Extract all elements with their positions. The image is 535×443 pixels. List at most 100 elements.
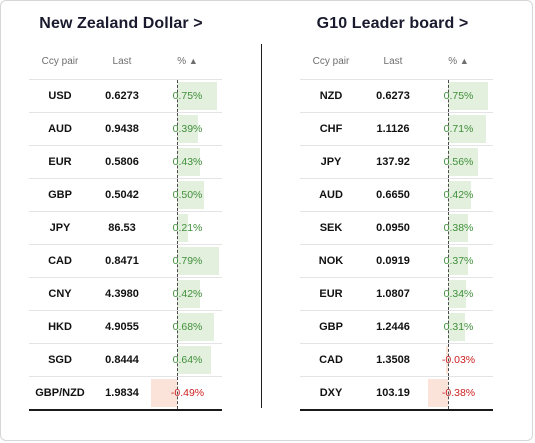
zero-line [177, 311, 178, 343]
pct-change-value: -0.49% [170, 387, 205, 399]
zero-line [448, 344, 449, 376]
negative-change-bar [150, 379, 177, 407]
panel-divider [261, 44, 262, 408]
pct-change-value: 0.75% [172, 90, 203, 102]
last-price-cell: 1.2446 [362, 310, 424, 344]
col-header-pct[interactable]: % ▲ [153, 44, 222, 80]
ccy-pair-cell: CHF [300, 112, 362, 146]
ccy-pair-cell: GBP [300, 310, 362, 344]
nzd-table: Ccy pair Last % ▲ USD 0.6273 0.75% AUD 0.943… [29, 44, 222, 411]
table-row[interactable]: EUR 1.0807 0.34% [300, 277, 493, 311]
ccy-pair-cell: USD [29, 79, 91, 113]
last-price-cell: 0.8471 [91, 244, 153, 278]
positive-change-bar [177, 181, 204, 209]
ccy-pair-cell: AUD [29, 112, 91, 146]
zero-line [177, 245, 178, 277]
last-price-cell: 0.0919 [362, 244, 424, 278]
table-row[interactable]: JPY 86.53 0.21% [29, 211, 222, 245]
last-price-cell: 0.6273 [91, 79, 153, 113]
pct-change-cell: 0.31% [424, 310, 493, 344]
pct-change-value: 0.79% [172, 255, 203, 267]
last-price-cell: 4.3980 [91, 277, 153, 311]
table-row[interactable]: NZD 0.6273 0.75% [300, 79, 493, 113]
pct-change-cell: 0.56% [424, 145, 493, 179]
positive-change-bar [177, 313, 214, 341]
last-price-cell: 103.19 [362, 376, 424, 411]
last-price-cell: 0.6650 [362, 178, 424, 212]
table-row[interactable]: EUR 0.5806 0.43% [29, 145, 222, 179]
ccy-pair-cell: CAD [300, 343, 362, 377]
zero-line [177, 344, 178, 376]
sort-ascending-icon: ▲ [459, 56, 469, 66]
col-header-last[interactable]: Last [362, 44, 424, 80]
zero-line [448, 179, 449, 211]
pct-change-cell: -0.03% [424, 343, 493, 377]
table-row[interactable]: CNY 4.3980 0.42% [29, 277, 222, 311]
g10-table: Ccy pair Last % ▲ NZD 0.6273 0.75% CHF 1.112… [300, 44, 493, 411]
zero-line [177, 80, 178, 112]
positive-change-bar [448, 82, 489, 110]
table-row[interactable]: CAD 0.8471 0.79% [29, 244, 222, 278]
positive-change-bar [448, 115, 487, 143]
table-row[interactable]: GBP 0.5042 0.50% [29, 178, 222, 212]
negative-change-bar [446, 346, 448, 374]
ccy-pair-cell: EUR [300, 277, 362, 311]
ccy-pair-cell: GBP/NZD [29, 376, 91, 411]
last-price-cell: 0.9438 [91, 112, 153, 146]
pct-change-cell: 0.43% [153, 145, 222, 179]
last-price-cell: 1.9834 [91, 376, 153, 411]
table-row[interactable]: JPY 137.92 0.56% [300, 145, 493, 179]
last-price-cell: 1.0807 [362, 277, 424, 311]
zero-line [448, 146, 449, 178]
last-price-cell: 0.6273 [362, 79, 424, 113]
col-header-pair[interactable]: Ccy pair [29, 44, 91, 80]
pct-change-cell: 0.42% [153, 277, 222, 311]
table-row[interactable]: GBP 1.2446 0.31% [300, 310, 493, 344]
ccy-pair-cell: CAD [29, 244, 91, 278]
table-row[interactable]: SEK 0.0950 0.38% [300, 211, 493, 245]
pct-change-cell: 0.75% [424, 79, 493, 113]
table-row[interactable]: HKD 4.9055 0.68% [29, 310, 222, 344]
last-price-cell: 1.1126 [362, 112, 424, 146]
table-row[interactable]: AUD 0.6650 0.42% [300, 178, 493, 212]
col-header-last[interactable]: Last [91, 44, 153, 80]
ccy-pair-cell: DXY [300, 376, 362, 411]
nzd-panel-title[interactable]: New Zealand Dollar > [39, 15, 203, 32]
positive-change-bar [177, 346, 212, 374]
table-row[interactable]: SGD 0.8444 0.64% [29, 343, 222, 377]
pct-change-value: 0.50% [172, 189, 203, 201]
col-header-pair[interactable]: Ccy pair [300, 44, 362, 80]
zero-line [177, 113, 178, 145]
table-row[interactable]: GBP/NZD 1.9834 -0.49% [29, 376, 222, 411]
ccy-pair-cell: SEK [300, 211, 362, 245]
table-row[interactable]: DXY 103.19 -0.38% [300, 376, 493, 411]
zero-line [177, 146, 178, 178]
ccy-pair-cell: HKD [29, 310, 91, 344]
last-price-cell: 137.92 [362, 145, 424, 179]
pct-change-cell: 0.71% [424, 112, 493, 146]
table-row[interactable]: CHF 1.1126 0.71% [300, 112, 493, 146]
pct-change-value: 0.39% [172, 123, 203, 135]
pct-change-cell: -0.49% [150, 376, 222, 411]
table-row[interactable]: NOK 0.0919 0.37% [300, 244, 493, 278]
positive-change-bar [177, 148, 201, 176]
positive-change-bar [177, 247, 220, 275]
zero-line [177, 377, 178, 409]
zero-line [448, 212, 449, 244]
pct-change-value: 0.43% [172, 156, 203, 168]
zero-line [448, 311, 449, 343]
table-row[interactable]: CAD 1.3508 -0.03% [300, 343, 493, 377]
table-row[interactable]: USD 0.6273 0.75% [29, 79, 222, 113]
g10-panel-title[interactable]: G10 Leader board > [316, 15, 469, 32]
ccy-pair-cell: NOK [300, 244, 362, 278]
ccy-pair-cell: NZD [300, 79, 362, 113]
g10-table-body: NZD 0.6273 0.75% CHF 1.1126 0.71% JPY 137.92 0.5… [300, 79, 493, 411]
ccy-pair-cell: SGD [29, 343, 91, 377]
sort-ascending-icon: ▲ [188, 56, 198, 66]
last-price-cell: 4.9055 [91, 310, 153, 344]
table-row[interactable]: AUD 0.9438 0.39% [29, 112, 222, 146]
last-price-cell: 0.8444 [91, 343, 153, 377]
pct-change-cell: 0.42% [424, 178, 493, 212]
ccy-pair-cell: AUD [300, 178, 362, 212]
col-header-pct[interactable]: % ▲ [424, 44, 493, 80]
